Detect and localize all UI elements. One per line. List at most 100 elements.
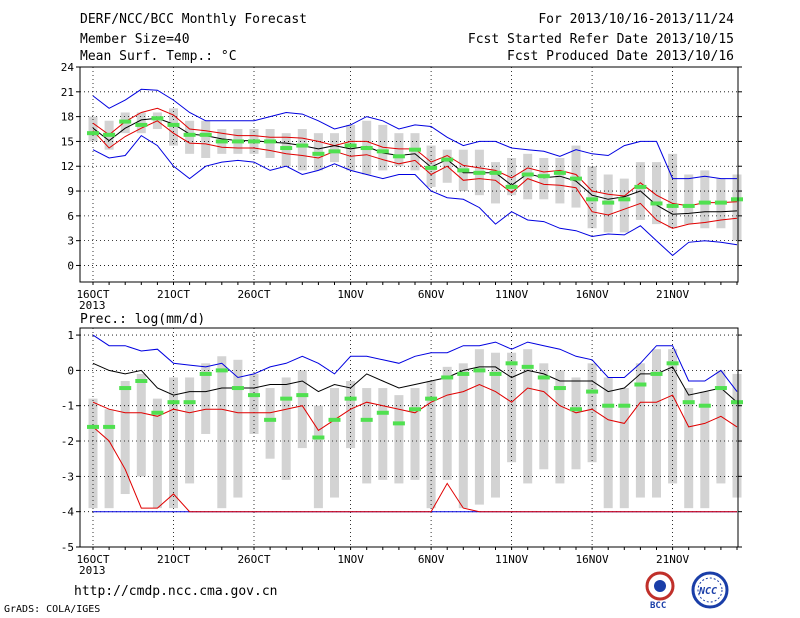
header-right-line-1: For 2013/10/16-2013/11/24 (538, 12, 734, 27)
temp-ytick-label-5: 15 (61, 135, 74, 148)
prec-median-day-32 (602, 403, 615, 408)
temp-median-day-14 (312, 151, 325, 156)
header-left-line-3: Mean Surf. Temp.: °C (80, 49, 237, 64)
temp-frame (79, 66, 739, 283)
prec-median-day-35 (650, 371, 663, 376)
ncc-logo: NCC (691, 571, 729, 609)
temp-xtick-label-0: 16OCT (76, 288, 109, 301)
temp-box-day-33 (619, 178, 629, 233)
temp-median-day-6 (183, 132, 196, 137)
prec-median-day-22 (441, 375, 454, 380)
temp-xtick-label-7: 21NOV (656, 288, 689, 301)
temp-xtick-label-5: 11NOV (495, 288, 528, 301)
prec-median-day-23 (457, 371, 470, 376)
temp-median-day-18 (376, 149, 389, 154)
temp-median-day-35 (650, 201, 663, 206)
prec-median-day-12 (280, 396, 293, 401)
temp-box-day-5 (169, 108, 178, 146)
prec-box-day-0 (88, 398, 98, 509)
prec-box-day-3 (136, 373, 146, 477)
prec-median-day-19 (392, 421, 405, 426)
temp-box-day-26 (507, 157, 517, 196)
temp-median-day-21 (425, 165, 438, 170)
temp-min-line (92, 134, 738, 257)
temp-median-day-39 (714, 200, 727, 205)
temp-median-day-28 (537, 174, 550, 179)
temp-xtick-sub-0: 2013 (79, 299, 106, 312)
temp-box-day-37 (684, 174, 694, 225)
temp-ytick-label-6: 18 (61, 111, 74, 124)
temp-ytick-label-3: 9 (67, 185, 74, 198)
temp-median-day-5 (167, 122, 180, 127)
prec-xtick-label-7: 21NOV (656, 553, 689, 566)
temp-median-day-24 (473, 170, 486, 175)
prec-median-day-2 (119, 386, 132, 391)
prec-median-day-14 (312, 435, 325, 440)
prec-box-day-10 (249, 373, 259, 434)
prec-xtick-label-3: 1NOV (337, 553, 364, 566)
prec-ytick-label-2: -3 (61, 470, 74, 483)
prec-panel-title: Prec.: log(mm/d) (80, 312, 205, 327)
prec-box-day-6 (185, 377, 195, 484)
prec-median-day-20 (409, 407, 421, 412)
temp-box-day-28 (539, 157, 549, 200)
prec-median-day-9 (231, 386, 244, 391)
temp-median-day-40 (731, 197, 743, 202)
temp-median-day-7 (199, 132, 212, 137)
prec-median-day-25 (489, 371, 502, 376)
temp-box-day-38 (700, 170, 710, 229)
prec-median-day-8 (215, 368, 228, 373)
prec-box-day-32 (603, 377, 613, 509)
temp-box-day-14 (313, 133, 323, 171)
temp-box-day-27 (523, 153, 533, 200)
prec-frame (79, 327, 739, 548)
temp-median-day-2 (119, 119, 132, 124)
temp-box-day-13 (297, 129, 307, 171)
temp-box-day-19 (394, 133, 404, 167)
prec-box-day-34 (635, 363, 645, 498)
temp-median-day-27 (521, 172, 534, 177)
temp-median-day-4 (151, 116, 164, 121)
temp-box-day-20 (410, 133, 420, 171)
prec-box-day-23 (458, 363, 468, 509)
prec-ytick-label-1: -4 (61, 506, 75, 519)
temp-box-day-15 (330, 133, 339, 163)
footer-credit: GrADS: COLA/IGES (4, 604, 101, 615)
prec-box-day-30 (571, 377, 581, 470)
temp-box-day-0 (88, 116, 98, 142)
temp-median-day-9 (231, 139, 244, 144)
prec-mean-line (92, 362, 738, 403)
prec-ytick-label-0: -5 (61, 541, 74, 554)
prec-median-day-34 (634, 382, 647, 387)
prec-box-day-11 (265, 388, 275, 459)
prec-box-day-40 (732, 373, 742, 498)
prec-box-day-7 (201, 363, 211, 434)
header-right-line-3: Fcst Produced Date 2013/10/16 (507, 49, 734, 64)
prec-box-day-25 (491, 352, 500, 498)
temp-box-day-40 (732, 174, 742, 241)
prec-box-day-33 (619, 388, 629, 509)
prec-box-day-1 (104, 409, 114, 509)
prec-box-day-35 (652, 349, 661, 498)
prec-box-day-12 (281, 377, 291, 480)
prec-box-day-4 (152, 398, 162, 509)
prec-box-day-22 (442, 366, 452, 480)
prec-median-day-26 (505, 361, 518, 366)
prec-median-day-16 (344, 396, 357, 401)
prec-median-day-28 (537, 375, 550, 380)
prec-median-day-30 (570, 407, 582, 412)
temp-median-day-33 (618, 197, 631, 202)
temp-median-day-32 (602, 200, 615, 205)
prec-xtick-label-6: 16NOV (576, 553, 609, 566)
temp-ytick-label-1: 3 (67, 235, 74, 248)
temp-median-day-17 (360, 146, 373, 151)
temp-xtick-label-1: 21OCT (157, 288, 190, 301)
temp-ytick-label-0: 0 (67, 259, 74, 272)
temp-median-day-0 (87, 131, 99, 136)
prec-median-day-29 (553, 386, 566, 391)
temp-median-day-20 (409, 147, 421, 152)
footer-url[interactable]: http://cmdp.ncc.cma.gov.cn (74, 584, 278, 599)
prec-band-line (92, 383, 738, 432)
prec-median-day-0 (87, 424, 99, 429)
prec-median-day-6 (183, 400, 196, 405)
